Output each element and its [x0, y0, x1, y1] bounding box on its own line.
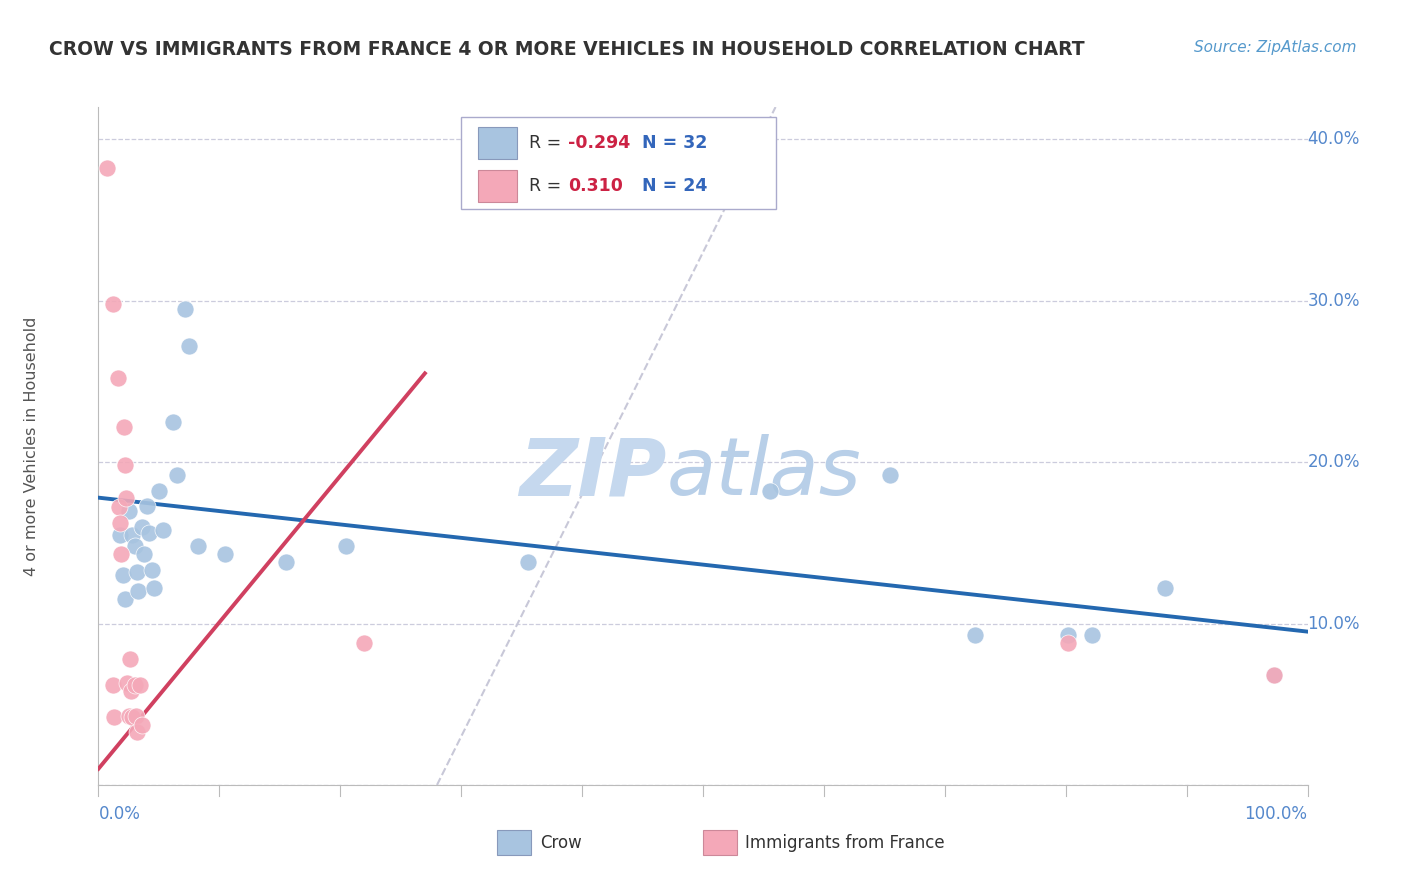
Text: N = 32: N = 32 — [630, 134, 707, 152]
Point — [96, 161, 118, 176]
Text: 0.0%: 0.0% — [98, 805, 141, 823]
Text: Immigrants from France: Immigrants from France — [745, 834, 945, 852]
Point — [131, 519, 153, 533]
Point — [124, 539, 146, 553]
Point — [758, 484, 780, 499]
Point — [138, 526, 160, 541]
Point — [131, 718, 153, 732]
Point — [1081, 628, 1104, 642]
Text: 0.310: 0.310 — [568, 177, 623, 194]
Point — [118, 652, 141, 666]
Point — [1057, 628, 1080, 642]
Point — [108, 516, 131, 531]
Point — [128, 678, 150, 692]
Point — [1154, 581, 1177, 595]
Text: atlas: atlas — [666, 434, 862, 512]
Text: Crow: Crow — [540, 834, 582, 852]
Text: 100.0%: 100.0% — [1244, 805, 1308, 823]
Text: 30.0%: 30.0% — [1308, 292, 1360, 310]
Point — [118, 503, 141, 517]
Point — [117, 676, 139, 690]
Text: 40.0%: 40.0% — [1308, 130, 1360, 148]
Text: Source: ZipAtlas.com: Source: ZipAtlas.com — [1194, 40, 1357, 55]
Point — [111, 568, 134, 582]
Point — [112, 419, 135, 434]
Point — [1057, 636, 1080, 650]
Text: R =: R = — [529, 134, 567, 152]
Point — [101, 297, 124, 311]
Point — [118, 708, 141, 723]
Point — [335, 539, 357, 553]
Point — [124, 678, 146, 692]
Point — [879, 468, 901, 483]
Point — [516, 555, 538, 569]
Point — [127, 724, 149, 739]
Point — [134, 547, 156, 561]
Point — [152, 523, 174, 537]
Text: -0.294: -0.294 — [568, 134, 630, 152]
Point — [114, 458, 136, 473]
Point — [179, 339, 201, 353]
Point — [127, 584, 149, 599]
Text: N = 24: N = 24 — [630, 177, 707, 194]
Point — [1263, 668, 1285, 682]
Point — [135, 499, 157, 513]
Point — [108, 528, 131, 542]
Point — [1263, 668, 1285, 682]
Point — [121, 528, 143, 542]
Point — [103, 710, 125, 724]
Point — [107, 371, 129, 385]
Text: 4 or more Vehicles in Household: 4 or more Vehicles in Household — [24, 317, 39, 575]
Point — [114, 592, 136, 607]
Text: CROW VS IMMIGRANTS FROM FRANCE 4 OR MORE VEHICLES IN HOUSEHOLD CORRELATION CHART: CROW VS IMMIGRANTS FROM FRANCE 4 OR MORE… — [49, 40, 1085, 59]
Point — [110, 547, 132, 561]
Point — [127, 565, 149, 579]
Text: ZIP: ZIP — [519, 434, 666, 512]
Text: R =: R = — [529, 177, 567, 194]
Point — [214, 547, 236, 561]
Point — [965, 628, 987, 642]
Point — [143, 581, 166, 595]
Text: 10.0%: 10.0% — [1308, 615, 1360, 632]
Point — [141, 563, 163, 577]
Point — [125, 708, 148, 723]
Point — [115, 491, 138, 505]
Point — [187, 539, 209, 553]
Point — [274, 555, 297, 569]
Point — [101, 678, 124, 692]
Point — [166, 468, 188, 483]
Point — [108, 500, 131, 515]
FancyBboxPatch shape — [498, 830, 531, 855]
FancyBboxPatch shape — [703, 830, 737, 855]
Text: 20.0%: 20.0% — [1308, 453, 1360, 471]
Point — [162, 415, 184, 429]
Point — [353, 636, 375, 650]
Point — [174, 301, 197, 316]
Point — [121, 710, 143, 724]
Point — [148, 484, 170, 499]
Point — [120, 684, 142, 698]
